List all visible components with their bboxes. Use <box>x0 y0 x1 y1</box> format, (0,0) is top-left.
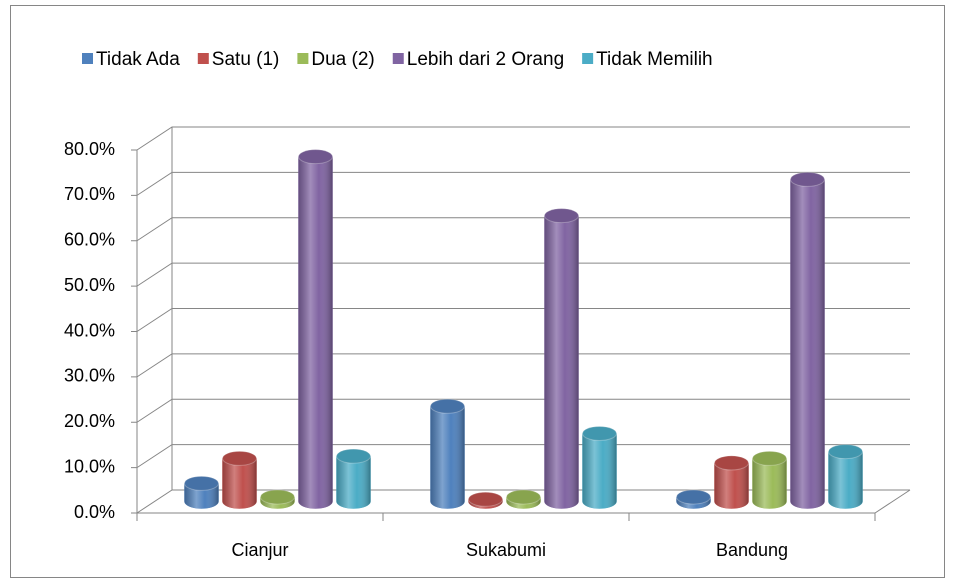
bar-top-shade <box>582 426 617 441</box>
bar <box>582 425 617 509</box>
bar <box>676 489 711 509</box>
legend-label: Lebih dari 2 Orang <box>407 49 564 70</box>
grid-line <box>136 489 910 514</box>
bar-top <box>260 489 295 505</box>
bar <box>222 450 257 509</box>
bar-shade <box>790 179 825 509</box>
bar <box>184 475 219 509</box>
bar-top-shade <box>260 489 295 504</box>
bar <box>430 398 465 509</box>
y-tick-label: 30.0% <box>64 366 115 386</box>
bar <box>260 489 295 509</box>
legend-label: Tidak Memilih <box>596 49 713 70</box>
bar-top <box>790 171 825 187</box>
bar-top-shade <box>506 489 541 504</box>
bar-top <box>506 489 541 505</box>
bar-shade <box>184 483 219 509</box>
legend-swatch <box>297 53 309 64</box>
bar-top <box>430 398 465 414</box>
bar-top-shade <box>828 444 863 459</box>
x-tick-label: Bandung <box>716 540 788 560</box>
bar-top-shade <box>714 455 749 470</box>
bar-top <box>828 444 863 460</box>
bar-top <box>676 489 711 505</box>
bar-top <box>184 475 219 491</box>
bar-top <box>582 425 617 441</box>
y-tick-label: 20.0% <box>64 411 115 431</box>
grid-line <box>136 171 910 196</box>
bar-top-shade <box>222 451 257 466</box>
grid-line <box>136 126 910 151</box>
bar-top <box>752 450 787 466</box>
bar <box>790 171 825 509</box>
bar <box>468 491 503 509</box>
grid-line <box>136 262 910 287</box>
grid-line <box>136 217 910 242</box>
grid-line <box>136 398 910 423</box>
bar-shade <box>544 215 579 509</box>
y-tick-label: 0.0% <box>74 502 115 522</box>
bar-shade <box>222 458 257 509</box>
x-tick-label: Sukabumi <box>466 540 546 560</box>
legend-swatch <box>582 53 594 64</box>
bar-shade <box>298 156 333 509</box>
legend-label: Tidak Ada <box>96 49 180 70</box>
bar-top-shade <box>676 489 711 504</box>
y-tick-label: 60.0% <box>64 230 115 250</box>
bar-top <box>544 208 579 224</box>
bar-top-shade <box>184 476 219 491</box>
bar-top-shade <box>468 492 503 507</box>
bar-top-shade <box>544 208 579 223</box>
legend-label: Satu (1) <box>212 49 280 70</box>
bar-top-shade <box>336 449 371 464</box>
bar <box>298 149 333 509</box>
y-tick-label: 70.0% <box>64 184 115 204</box>
legend-swatch <box>197 53 209 64</box>
grid-line <box>136 353 910 378</box>
y-tick-label: 40.0% <box>64 320 115 340</box>
legend-swatch <box>82 53 93 64</box>
bar-shade <box>828 451 863 509</box>
grid-line <box>136 444 910 469</box>
grid-line <box>136 308 910 332</box>
legend-label: Dua (2) <box>311 49 374 70</box>
bar-shade <box>430 406 465 509</box>
bar-shade <box>714 462 749 509</box>
bar <box>506 489 541 509</box>
chart-border <box>10 5 945 578</box>
x-tick-label: Cianjur <box>231 540 288 560</box>
y-tick-label: 10.0% <box>64 456 115 476</box>
bar-top <box>468 491 503 507</box>
bar-top-shade <box>298 149 333 164</box>
bar <box>336 448 371 509</box>
bar <box>752 450 787 509</box>
bar-top-shade <box>752 451 787 466</box>
bar <box>828 444 863 509</box>
bar-shade <box>752 458 787 509</box>
bar-shade <box>336 456 371 509</box>
bar-top <box>336 448 371 464</box>
bar-shade <box>582 433 617 509</box>
bar-top <box>222 450 257 466</box>
y-tick-label: 80.0% <box>64 139 115 159</box>
bar-top <box>298 149 333 165</box>
bar-top-shade <box>430 399 465 414</box>
bar-top <box>714 455 749 471</box>
legend-swatch <box>392 53 404 64</box>
bar <box>714 455 749 509</box>
bar <box>544 208 579 509</box>
y-tick-label: 50.0% <box>64 275 115 295</box>
bar-top-shade <box>790 172 825 187</box>
